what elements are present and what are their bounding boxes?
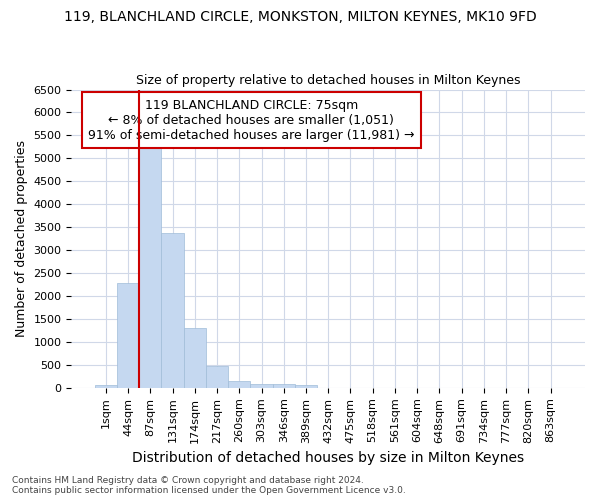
Text: Contains HM Land Registry data © Crown copyright and database right 2024.
Contai: Contains HM Land Registry data © Crown c… [12,476,406,495]
Bar [184,328,206,388]
Text: 119, BLANCHLAND CIRCLE, MONKSTON, MILTON KEYNES, MK10 9FD: 119, BLANCHLAND CIRCLE, MONKSTON, MILTON… [64,10,536,24]
Y-axis label: Number of detached properties: Number of detached properties [15,140,28,337]
Bar [206,366,228,388]
Bar [272,384,295,388]
Bar [161,232,184,388]
Bar [95,384,117,388]
Text: 119 BLANCHLAND CIRCLE: 75sqm
← 8% of detached houses are smaller (1,051)
91% of : 119 BLANCHLAND CIRCLE: 75sqm ← 8% of det… [88,98,415,142]
Bar [295,385,317,388]
Bar [139,138,161,388]
Bar [250,384,272,388]
Bar [228,380,250,388]
X-axis label: Distribution of detached houses by size in Milton Keynes: Distribution of detached houses by size … [132,451,524,465]
Bar [117,283,139,388]
Title: Size of property relative to detached houses in Milton Keynes: Size of property relative to detached ho… [136,74,520,87]
